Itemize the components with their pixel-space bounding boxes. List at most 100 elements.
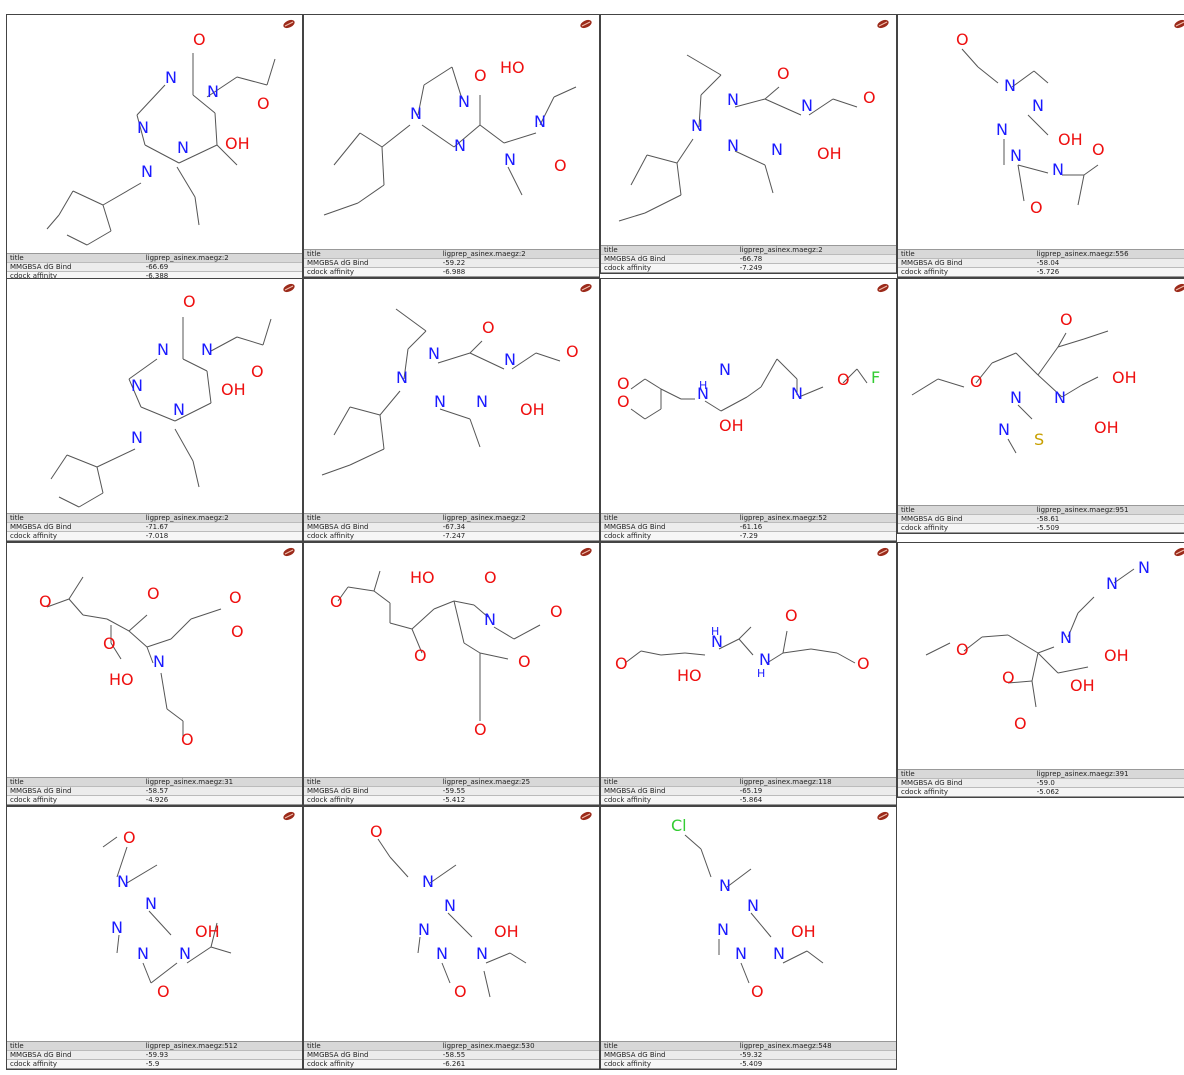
property-row-dg: MMGBSA dG Bind -58.55	[304, 1050, 599, 1060]
bond	[192, 460, 200, 488]
bond	[407, 330, 427, 350]
molecule-badge-icon[interactable]	[876, 811, 890, 821]
bond	[381, 124, 411, 148]
bond	[734, 98, 766, 108]
property-row-cdock: cdock affinity -5.509	[898, 523, 1184, 533]
atom-label: N	[137, 944, 149, 963]
property-row-title: title ligprep_asinex.maegz:530	[304, 1041, 599, 1051]
molecule-badge-icon[interactable]	[282, 547, 296, 557]
bond	[1077, 596, 1095, 614]
bond	[1037, 374, 1063, 398]
atom-label: N	[422, 872, 434, 891]
molecule-badge-icon[interactable]	[579, 19, 593, 29]
molecule-badge-icon[interactable]	[282, 811, 296, 821]
bond	[206, 370, 212, 404]
bond	[86, 230, 112, 246]
atom-label: N	[759, 650, 771, 669]
atom-label: O	[777, 64, 790, 83]
molecule-cell[interactable]: O O N N N N N OH title ligprep_asinex.maegz:2 MMGB…	[600, 14, 897, 274]
atom-label: N	[1004, 76, 1016, 95]
bond	[46, 214, 60, 230]
bond	[102, 836, 118, 848]
bond	[644, 194, 682, 214]
property-value: -58.61	[1033, 514, 1184, 524]
property-value: -5.412	[439, 795, 599, 805]
atom-label: OH	[719, 416, 744, 435]
bond	[379, 414, 385, 450]
bond	[66, 454, 98, 468]
property-value: ligprep_asinex.maegz:548	[736, 1041, 896, 1051]
property-value: -5.062	[1033, 787, 1184, 797]
molecule-badge-icon[interactable]	[1173, 19, 1184, 29]
molecule-badge-icon[interactable]	[282, 19, 296, 29]
molecule-badge-icon[interactable]	[1173, 547, 1184, 557]
atom-label: O	[617, 374, 630, 393]
bond	[1057, 332, 1067, 348]
atom-label: N	[727, 90, 739, 109]
bond	[977, 66, 999, 84]
atom-label: N	[1060, 628, 1072, 647]
bond	[128, 358, 158, 380]
bond	[453, 600, 465, 644]
bond	[357, 184, 385, 204]
property-value: ligprep_asinex.maegz:2	[142, 513, 302, 523]
property-value: ligprep_asinex.maegz:118	[736, 777, 896, 787]
molecule-badge-icon[interactable]	[579, 811, 593, 821]
atom-label: O	[1060, 310, 1073, 329]
property-row-dg: MMGBSA dG Bind -71.67	[7, 522, 302, 532]
molecule-badge-icon[interactable]	[579, 547, 593, 557]
bond	[178, 144, 218, 164]
property-row-dg: MMGBSA dG Bind -59.93	[7, 1050, 302, 1060]
molecule-badge-icon[interactable]	[876, 283, 890, 293]
bond	[1037, 652, 1059, 674]
molecule-badge-icon[interactable]	[1173, 283, 1184, 293]
atom-label: N	[1052, 160, 1064, 179]
atom-label: N	[207, 82, 219, 101]
molecule-badge-icon[interactable]	[876, 19, 890, 29]
molecule-badge-icon[interactable]	[579, 283, 593, 293]
atom-label: O	[414, 646, 427, 665]
bond	[96, 448, 136, 468]
properties-table: title ligprep_asinex.maegz:530 MMGBSA dG B…	[304, 1041, 599, 1069]
molecule-badge-icon[interactable]	[282, 283, 296, 293]
bond	[1027, 114, 1049, 136]
bond	[146, 638, 172, 648]
molecule-badge-icon[interactable]	[876, 547, 890, 557]
molecule-cell[interactable]: O O N N N N N OH title ligprep_asinex.maegz:2 MMGB…	[303, 278, 600, 542]
bond	[58, 496, 80, 508]
atom-label: OH	[791, 922, 816, 941]
property-label: cdock affinity	[898, 523, 1034, 533]
bond	[128, 630, 148, 648]
atom-label: OH	[817, 144, 842, 163]
atom-label: O	[229, 588, 242, 607]
bond	[810, 648, 838, 654]
bond	[760, 358, 778, 388]
bond	[1067, 612, 1079, 638]
property-row-dg: MMGBSA dG Bind -58.61	[898, 514, 1184, 524]
bond	[170, 618, 192, 640]
bond	[102, 204, 112, 232]
atom-label: N	[145, 894, 157, 913]
property-value: -65.19	[736, 786, 896, 796]
properties-table: title ligprep_asinex.maegz:25 MMGBSA dG Bi…	[304, 777, 599, 805]
property-value: -58.55	[439, 1050, 599, 1060]
property-row-cdock: cdock affinity -5.412	[304, 795, 599, 805]
bond	[333, 406, 351, 436]
bond	[991, 352, 1017, 364]
bond	[148, 910, 172, 936]
